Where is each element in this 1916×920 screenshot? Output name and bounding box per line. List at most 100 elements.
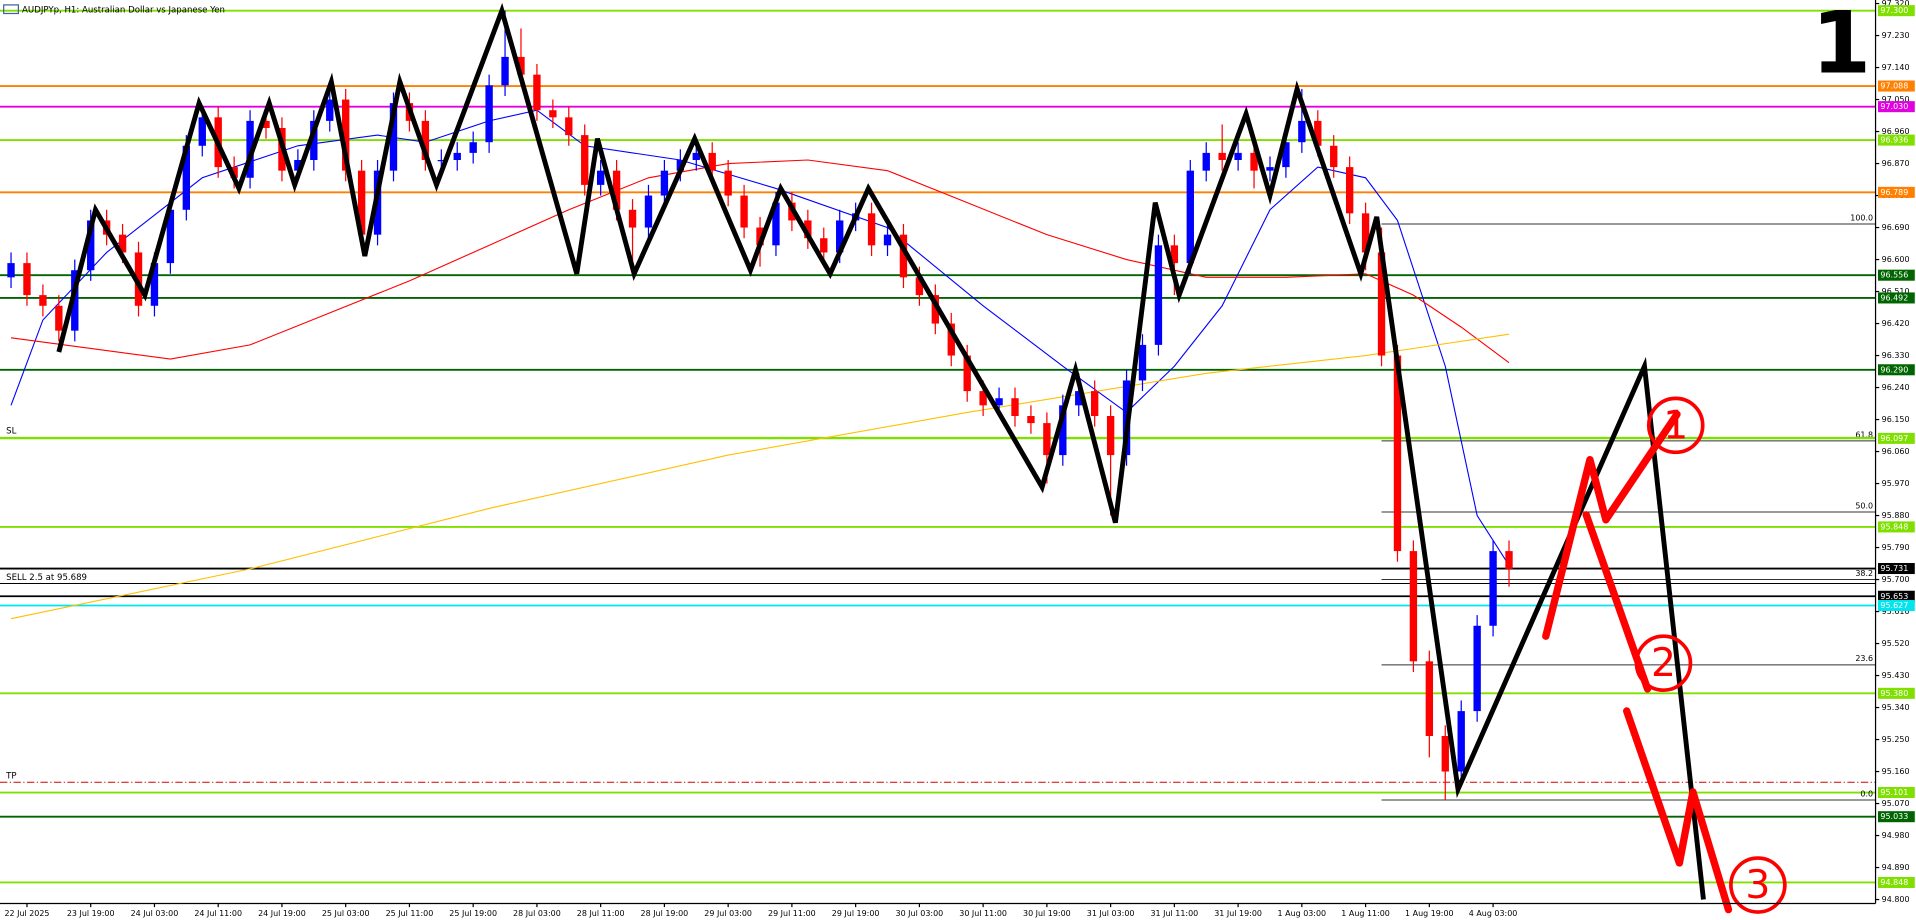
y-tick-label: 96.240 — [1882, 383, 1910, 392]
candle-body — [1489, 551, 1497, 626]
candle-body — [294, 159, 302, 171]
candle-body — [1170, 245, 1179, 264]
candle-body — [1154, 245, 1163, 345]
candle-body — [612, 170, 621, 210]
x-tick-label: 1 Aug 03:00 — [1278, 909, 1327, 918]
candle-body — [931, 295, 939, 324]
candle-body — [485, 85, 493, 143]
level-label-box — [1877, 687, 1915, 699]
candle-body — [1330, 145, 1338, 168]
level-label-box — [1877, 5, 1915, 17]
level-label-box — [1877, 134, 1915, 146]
candle-body — [1266, 167, 1274, 171]
x-tick-label: 28 Jul 19:00 — [641, 909, 689, 918]
y-tick-label: 96.060 — [1882, 447, 1910, 456]
x-tick-label: 24 Jul 11:00 — [194, 909, 242, 918]
candle-body — [692, 152, 700, 160]
level-label: 95.380 — [1880, 689, 1908, 698]
level-label-box — [1877, 590, 1915, 602]
candle-body — [581, 135, 589, 185]
y-tick-label: 94.980 — [1882, 831, 1910, 840]
x-tick-label: 1 Aug 11:00 — [1341, 909, 1390, 918]
y-tick-label: 95.790 — [1882, 543, 1910, 552]
level-label: 95.101 — [1880, 788, 1908, 797]
x-tick-label: 1 Aug 19:00 — [1405, 909, 1454, 918]
y-tick-label: 95.250 — [1882, 735, 1910, 744]
fib-label: 100.0 — [1850, 213, 1873, 222]
y-tick-label: 96.330 — [1882, 351, 1910, 360]
candle-body — [246, 120, 254, 178]
y-tick-label: 96.600 — [1882, 255, 1910, 264]
fib-label: 38.2 — [1855, 569, 1873, 578]
candle-body — [756, 227, 764, 246]
y-tick-label: 94.890 — [1882, 863, 1910, 872]
candle-body — [979, 391, 987, 406]
y-tick-label: 96.960 — [1882, 127, 1910, 136]
level-label: 94.848 — [1880, 878, 1908, 887]
candle-body — [1106, 415, 1115, 456]
candle-body — [660, 170, 669, 196]
x-tick-label: 28 Jul 11:00 — [577, 909, 625, 918]
candle-body — [1505, 551, 1513, 569]
candle-body — [87, 220, 95, 271]
level-label: 96.936 — [1880, 136, 1908, 145]
candle-body — [1377, 252, 1386, 356]
fib-label: 50.0 — [1855, 501, 1873, 510]
y-tick-label: 97.320 — [1882, 0, 1910, 8]
level-label-box — [1877, 186, 1915, 198]
x-tick-label: 23 Jul 19:00 — [67, 909, 115, 918]
y-tick-label: 95.160 — [1882, 767, 1910, 776]
level-label: 97.030 — [1880, 102, 1908, 111]
candle-body — [1457, 711, 1465, 772]
level-label-box — [1877, 563, 1915, 575]
candle-body — [915, 277, 924, 296]
y-tick-label: 95.430 — [1882, 671, 1910, 680]
candle-body — [1250, 152, 1258, 171]
circle — [1634, 634, 1693, 692]
candle-body — [1186, 170, 1194, 264]
candle-body — [1409, 551, 1418, 662]
candle-body — [150, 263, 159, 306]
candle-body — [1138, 344, 1147, 381]
candle-body — [262, 120, 270, 128]
projection-stroke — [1542, 410, 1681, 640]
x-tick-label: 29 Jul 19:00 — [832, 909, 880, 918]
candle-body — [326, 99, 334, 121]
candle-body — [39, 295, 47, 306]
x-tick-label: 31 Jul 03:00 — [1087, 909, 1135, 918]
y-tick-label: 96.870 — [1882, 159, 1910, 168]
y-tick-label: 95.520 — [1882, 639, 1910, 648]
y-tick-label: 96.150 — [1882, 415, 1910, 424]
candle-body — [1298, 120, 1306, 143]
candle-body — [357, 170, 366, 235]
level-label-box — [1877, 269, 1915, 281]
annotation-number: 3 — [1745, 863, 1770, 908]
candle-body — [1011, 398, 1019, 416]
x-tick-label: 31 Jul 19:00 — [1214, 909, 1262, 918]
level-label-box — [1877, 521, 1915, 533]
candle-body — [644, 195, 653, 228]
candle-body — [1425, 661, 1434, 736]
y-tick-label: 95.880 — [1882, 511, 1910, 520]
corner-label: 1 — [1811, 0, 1871, 93]
x-tick-label: 25 Jul 11:00 — [386, 909, 434, 918]
fib-label: 61.8 — [1855, 430, 1873, 439]
candle-body — [421, 120, 430, 160]
candle-body — [1218, 152, 1226, 160]
level-label: 95.627 — [1880, 601, 1908, 610]
x-tick-label: 30 Jul 03:00 — [896, 909, 944, 918]
candle-body — [1043, 423, 1051, 456]
x-tick-label: 30 Jul 11:00 — [959, 909, 1007, 918]
level-label-box — [1877, 364, 1915, 376]
candle-body — [549, 110, 557, 118]
level-label: 95.653 — [1880, 592, 1908, 601]
candle-body — [947, 323, 955, 356]
y-tick-label: 94.800 — [1882, 895, 1910, 904]
candle-body — [1361, 213, 1370, 253]
y-tick-label: 96.510 — [1882, 287, 1910, 296]
level-label: 96.789 — [1880, 188, 1908, 197]
candle-body — [565, 117, 573, 136]
circled-numbers — [1634, 396, 1787, 914]
